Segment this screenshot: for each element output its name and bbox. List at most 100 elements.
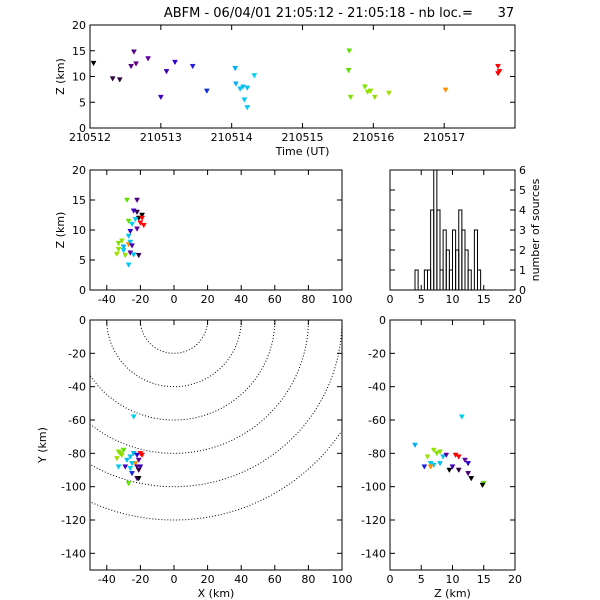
- source-point: [90, 60, 97, 67]
- source-point: [120, 248, 127, 254]
- source-point: [129, 461, 135, 467]
- source-point: [203, 88, 210, 94]
- x-tick-label: 15: [477, 573, 491, 586]
- source-point: [468, 476, 475, 482]
- x-tick-label: 40: [234, 573, 248, 586]
- source-point: [462, 457, 468, 464]
- y-tick-label: -100: [61, 481, 86, 494]
- source-point: [134, 197, 140, 204]
- x-tick-label: 20: [201, 293, 215, 306]
- y-tick-label: 5: [79, 96, 86, 109]
- source-point: [244, 85, 251, 91]
- source-point: [361, 84, 368, 90]
- source-point: [446, 467, 453, 474]
- source-point: [465, 461, 472, 467]
- source-point: [189, 63, 196, 70]
- y-tick-label: 15: [72, 45, 86, 58]
- source-point: [139, 215, 146, 222]
- source-point: [132, 216, 139, 223]
- range-ring: [90, 320, 309, 454]
- y-tick-label: 0: [519, 284, 526, 297]
- x-tick-label: 60: [268, 293, 282, 306]
- histogram-bar: [477, 269, 482, 291]
- source-point: [135, 457, 142, 464]
- y-tick-label: -140: [61, 547, 86, 560]
- y-tick-label: 20: [72, 19, 86, 32]
- x-tick-label: -40: [98, 573, 116, 586]
- histogram-bar: [467, 269, 472, 291]
- source-point: [127, 228, 134, 235]
- source-point: [134, 452, 140, 459]
- range-rings: [90, 320, 342, 521]
- source-point: [115, 246, 122, 253]
- x-tick-label: 0: [171, 293, 178, 306]
- source-point: [122, 464, 129, 470]
- y-tick-label: 3: [519, 224, 526, 237]
- x-tick-label: 40: [234, 293, 248, 306]
- source-point: [109, 76, 116, 82]
- source-point: [241, 97, 248, 103]
- source-point: [129, 471, 135, 477]
- y-tick-label: -80: [68, 447, 86, 460]
- x-y-panel: -40 -20 0 20 40 60 80 100 0 -20 -40 -60 -80 -100 -120 -…: [36, 314, 353, 600]
- source-point: [237, 86, 244, 92]
- x-z-frame: [89, 169, 343, 291]
- source-point: [455, 454, 462, 460]
- x-tick-label: 0: [387, 573, 394, 586]
- y-axis-label: Y (km): [36, 427, 49, 464]
- source-point: [122, 252, 129, 259]
- source-point: [115, 464, 122, 470]
- y-tick-label: -20: [368, 347, 386, 360]
- y-tick-label: -20: [68, 347, 86, 360]
- source-point: [129, 221, 135, 228]
- source-point: [115, 240, 122, 247]
- x-y-frame: [89, 319, 343, 571]
- y-tick-label: 0: [79, 284, 86, 297]
- source-point: [458, 414, 465, 420]
- x-tick-label: 100: [332, 293, 353, 306]
- source-point: [129, 243, 135, 249]
- source-point: [127, 466, 134, 472]
- y-tick-label: 4: [519, 204, 526, 217]
- histogram-bar: [414, 269, 419, 291]
- source-point: [137, 464, 144, 470]
- source-point: [139, 452, 146, 459]
- source-point: [433, 451, 440, 457]
- y-tick-label: 0: [379, 314, 386, 327]
- x-tick-label: 20: [508, 573, 522, 586]
- source-point: [125, 262, 132, 268]
- source-point: [412, 442, 418, 449]
- source-point: [145, 56, 152, 62]
- y-axis-label: number of sources: [529, 178, 542, 281]
- source-point: [240, 84, 246, 90]
- x-tick-label: 20: [508, 293, 522, 306]
- source-point: [127, 239, 134, 246]
- source-point: [495, 63, 501, 70]
- source-point: [479, 482, 486, 489]
- y-tick-label: -60: [368, 414, 386, 427]
- source-point: [496, 69, 503, 75]
- source-point: [124, 457, 130, 464]
- range-ring: [90, 429, 342, 521]
- source-point: [140, 222, 147, 229]
- source-point: [113, 251, 120, 258]
- source-point: [128, 63, 135, 70]
- time-height-panel: 210512 210513 210514 210515 210516 210517 0 5 10…: [54, 19, 516, 158]
- y-tick-label: -100: [361, 481, 386, 494]
- source-point: [133, 61, 139, 67]
- y-tick-label: 1: [519, 264, 526, 277]
- source-point: [437, 461, 443, 467]
- range-ring: [106, 320, 242, 388]
- source-point: [120, 447, 127, 454]
- source-point: [120, 244, 127, 250]
- histogram-bar: [436, 209, 441, 291]
- source-point: [135, 467, 142, 474]
- y-tick-label: 10: [72, 71, 86, 84]
- y-axis-label: Z (km): [54, 212, 67, 249]
- x-tick-label: 10: [446, 573, 460, 586]
- time-height-frame: [89, 24, 516, 129]
- x-tick-label: 20: [201, 573, 215, 586]
- source-point: [347, 94, 354, 101]
